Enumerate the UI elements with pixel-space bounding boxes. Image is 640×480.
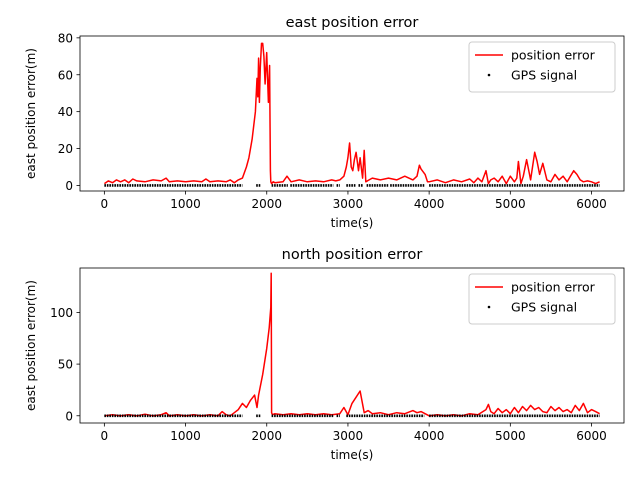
y-tick-label: 100 bbox=[50, 306, 73, 320]
y-tick-label: 80 bbox=[58, 31, 73, 45]
axes-frame bbox=[79, 35, 625, 192]
x-axis-label: time(s) bbox=[331, 448, 374, 462]
chart-panel-1: 0 1000 2000 3000 4000 5000 6000 0 20 40 60 80 east p… bbox=[24, 15, 625, 230]
legend-label: GPS signal bbox=[511, 68, 577, 83]
y-axis-label: east position error(m) bbox=[24, 280, 38, 411]
y-tick-label: 40 bbox=[58, 105, 73, 119]
legend-box bbox=[468, 41, 616, 93]
legend: position error GPS signal bbox=[468, 273, 616, 325]
x-tick-label: 3000 bbox=[333, 197, 364, 211]
legend-label: GPS signal bbox=[511, 300, 577, 315]
chart-title: north position error bbox=[282, 247, 423, 263]
x-tick-label: 1000 bbox=[170, 429, 201, 443]
y-tick-label: 0 bbox=[65, 179, 73, 193]
x-tick-label: 1000 bbox=[170, 197, 201, 211]
axes-frame bbox=[79, 267, 625, 424]
x-tick-label: 2000 bbox=[251, 197, 282, 211]
x-tick-label: 5000 bbox=[495, 429, 526, 443]
x-tick-label: 6000 bbox=[576, 197, 607, 211]
plot-area bbox=[104, 272, 600, 418]
series-line-position-error bbox=[104, 272, 600, 417]
x-tick-label: 6000 bbox=[576, 429, 607, 443]
legend-label: position error bbox=[511, 280, 596, 295]
y-tick-label: 50 bbox=[58, 358, 73, 372]
x-tick-label: 4000 bbox=[414, 197, 445, 211]
legend: position error GPS signal bbox=[468, 41, 616, 93]
y-tick-label: 20 bbox=[58, 142, 73, 156]
x-tick-label: 3000 bbox=[333, 429, 364, 443]
y-axis-label: east position error(m) bbox=[24, 48, 38, 179]
x-tick-label: 5000 bbox=[495, 197, 526, 211]
y-tick-label: 60 bbox=[58, 68, 73, 82]
x-axis-label: time(s) bbox=[331, 216, 374, 230]
x-tick-label: 0 bbox=[101, 429, 109, 443]
y-tick-label: 0 bbox=[65, 409, 73, 423]
x-tick-label: 0 bbox=[101, 197, 109, 211]
legend-swatch-dot bbox=[487, 73, 491, 77]
legend-box bbox=[468, 273, 616, 325]
legend-swatch-dot bbox=[487, 305, 491, 309]
chart-title: east position error bbox=[286, 15, 419, 31]
x-tick-label: 2000 bbox=[251, 429, 282, 443]
plot-area bbox=[103, 42, 600, 187]
legend-label: position error bbox=[511, 48, 596, 63]
x-tick-label: 4000 bbox=[414, 429, 445, 443]
chart-panel-2: 0 1000 2000 3000 4000 5000 6000 0 50 100 north pos… bbox=[24, 247, 625, 462]
